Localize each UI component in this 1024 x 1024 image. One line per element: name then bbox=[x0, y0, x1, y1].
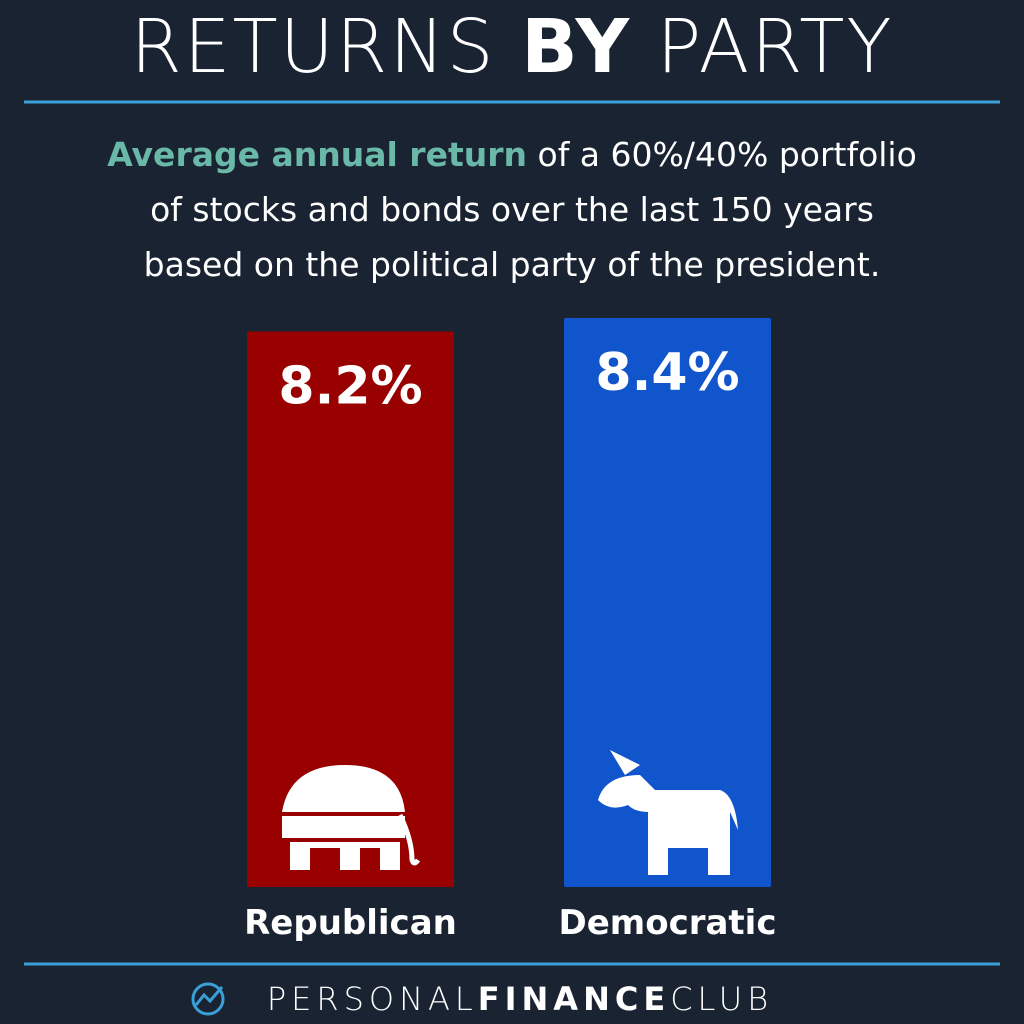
subtitle-line: of stocks and bonds over the last 150 ye… bbox=[150, 190, 874, 229]
brand-part: CLUB bbox=[670, 980, 773, 1018]
subtitle-text: of a 60%/40% portfolio bbox=[538, 135, 917, 174]
svg-text:★ ★ ★ ★: ★ ★ ★ ★ bbox=[292, 820, 356, 836]
brand-part: PERSONAL bbox=[267, 980, 478, 1018]
svg-text:★: ★ bbox=[620, 778, 633, 794]
category-label: Republican bbox=[244, 903, 457, 943]
donkey-stars: ★ ★ ★ ★ bbox=[620, 778, 703, 837]
svg-text:★: ★ bbox=[370, 781, 383, 797]
brand: PERSONALFINANCECLUB bbox=[267, 980, 773, 1018]
bar bbox=[247, 331, 454, 888]
bar bbox=[564, 317, 771, 887]
elephant-icon bbox=[282, 765, 421, 870]
category-label: Democratic bbox=[559, 903, 777, 943]
subtitle-line: based on the political party of the pres… bbox=[144, 245, 881, 284]
elephant-stars: ★ ★ ★ ★ ★ bbox=[292, 781, 383, 836]
brand-logo bbox=[191, 982, 225, 1016]
value-label: 8.4% bbox=[595, 343, 739, 403]
subtitle-line: Average annual return of a 60%/40% portf… bbox=[107, 135, 917, 174]
value-label: 8.2% bbox=[278, 357, 422, 417]
bars: 8.2% Republican 8.4% Democratic bbox=[244, 317, 777, 943]
donkey-icon bbox=[598, 750, 738, 875]
title-part: PARTY bbox=[657, 4, 894, 90]
svg-text:★ ★ ★: ★ ★ ★ bbox=[656, 821, 703, 837]
subtitle-highlight: Average annual return bbox=[107, 135, 527, 174]
brand-part: FINANCE bbox=[478, 980, 670, 1018]
title-part: RETURNS bbox=[130, 4, 495, 90]
title-part: BY bbox=[521, 4, 631, 90]
chart-title: RETURNS BY PARTY bbox=[130, 4, 893, 90]
